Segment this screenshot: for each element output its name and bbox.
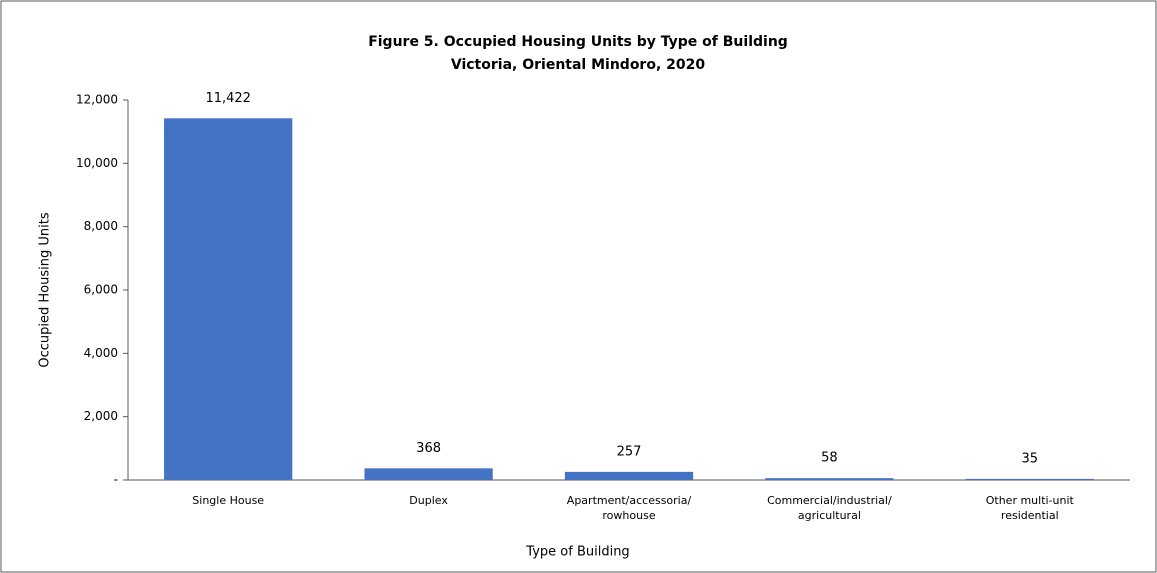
- x-tick-label: Single House: [192, 494, 265, 507]
- chart-title: Figure 5. Occupied Housing Units by Type…: [368, 34, 788, 50]
- bar: [965, 478, 1094, 480]
- bar: [364, 468, 493, 480]
- bar: [164, 118, 293, 480]
- value-label: 35: [1022, 451, 1039, 466]
- x-axis-label: Type of Building: [525, 545, 629, 560]
- y-tick-label: -: [114, 473, 118, 487]
- bar: [765, 478, 894, 480]
- x-tick-label: Commercial/industrial/ agricultural: [767, 494, 892, 522]
- x-tick-label: Duplex: [409, 494, 448, 507]
- value-label: 257: [617, 444, 642, 459]
- x-tick-label: Apartment/accessoria/ rowhouse: [566, 494, 692, 522]
- bar: [564, 471, 694, 480]
- y-tick-label: 2,000: [84, 409, 118, 423]
- value-label: 368: [416, 441, 441, 456]
- y-tick-label: 12,000: [76, 93, 118, 107]
- value-label: 58: [821, 451, 838, 466]
- y-tick-label: 10,000: [76, 156, 118, 170]
- y-tick-label: 8,000: [84, 219, 118, 233]
- y-axis-label: Occupied Housing Units: [38, 212, 53, 367]
- value-label: 11,422: [205, 91, 251, 106]
- chart-subtitle: Victoria, Oriental Mindoro, 2020: [451, 57, 705, 73]
- x-tick-label: Other multi-unit residential: [985, 494, 1074, 522]
- y-tick-label: 6,000: [84, 283, 118, 297]
- y-tick-label: 4,000: [84, 346, 118, 360]
